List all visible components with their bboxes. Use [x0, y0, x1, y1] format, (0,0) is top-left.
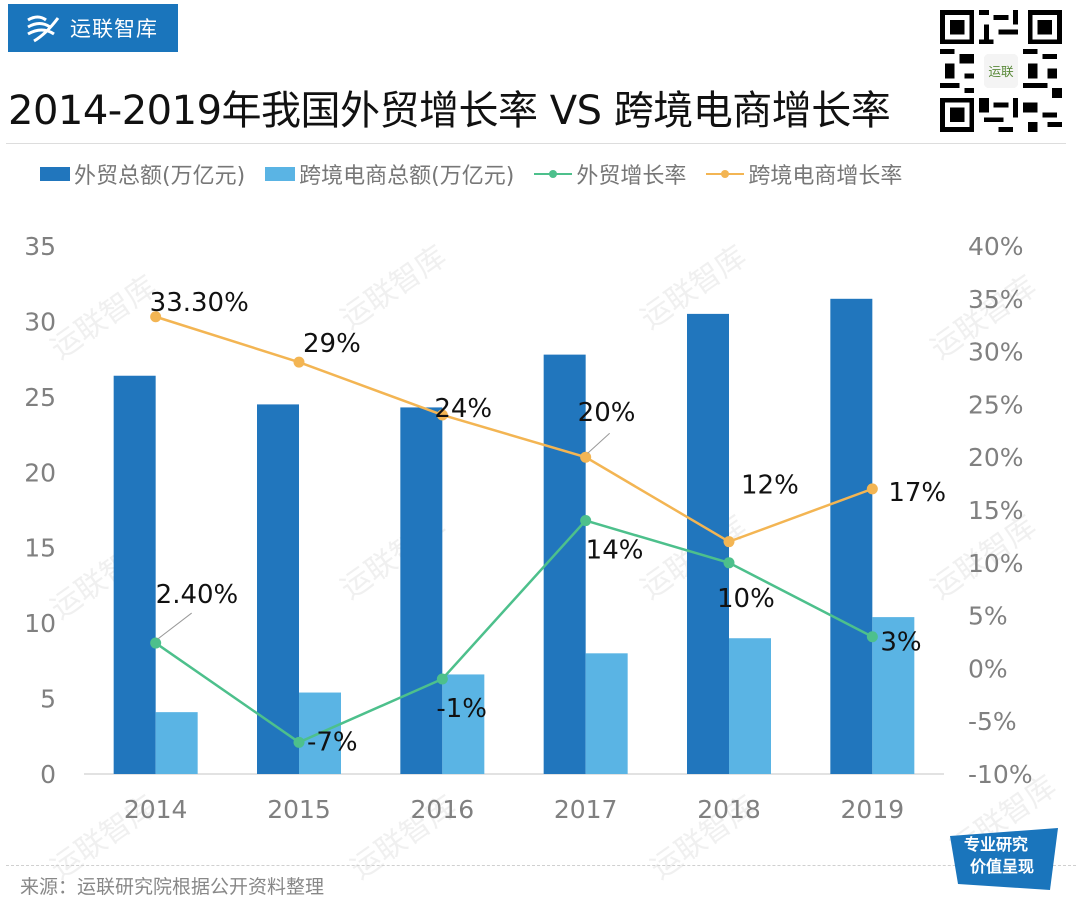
data-label-ecommerce-growth: 12%: [741, 471, 799, 501]
bar-ecommerce-total: [585, 653, 628, 774]
bar-trade-total: [113, 375, 156, 774]
point-trade-growth: [866, 631, 878, 643]
left-axis-tick-label: 10: [24, 609, 56, 638]
left-axis-tick-label: 0: [40, 760, 56, 789]
bar-trade-total: [687, 313, 729, 774]
data-label-trade-growth: 14%: [586, 536, 644, 566]
leader-line: [157, 612, 192, 640]
x-axis-tick-label: 2014: [124, 795, 188, 824]
left-axis-tick-label: 5: [40, 685, 56, 714]
right-axis-tick-label: -10%: [968, 760, 1033, 789]
line-trade-growth: [154, 519, 873, 744]
legend-item-trade-growth: 外贸增长率: [534, 158, 686, 190]
point-trade-growth: [580, 515, 592, 527]
data-label-trade-growth: -7%: [307, 727, 358, 757]
right-axis-tick-label: 10%: [968, 549, 1024, 578]
bar-ecommerce-total: [729, 638, 771, 774]
watermark-text: 运联智库: [335, 239, 453, 336]
legend-line-marker-green: [534, 167, 573, 181]
stamp-line-2: 价值呈现: [970, 857, 1035, 876]
footer-divider: [6, 865, 1076, 866]
data-label-ecommerce-growth: 17%: [888, 478, 946, 508]
data-label-ecommerce-growth: 20%: [578, 398, 636, 428]
chart-legend: 外贸总额(万亿元) 跨境电商总额(万亿元) 外贸增长率 跨境电商增长率: [40, 158, 922, 190]
bar-trade-total: [257, 404, 299, 774]
legend-item-trade-total: 外贸总额(万亿元): [40, 158, 245, 190]
x-axis-tick-label: 2019: [841, 795, 905, 824]
data-label-ecommerce-growth: 29%: [303, 329, 361, 359]
point-ecommerce-growth: [866, 483, 878, 495]
legend-line-marker-orange: [706, 167, 745, 181]
right-axis-tick-label: 20%: [968, 443, 1024, 472]
right-axis-tick-label: 40%: [968, 232, 1024, 261]
legend-item-ecommerce-growth: 跨境电商增长率: [706, 158, 902, 190]
point-ecommerce-growth: [293, 356, 305, 368]
x-axis-tick-label: 2016: [411, 795, 475, 824]
right-axis-tick-label: -5%: [968, 707, 1017, 736]
bar-ecommerce-total: [442, 674, 485, 774]
left-axis-tick-label: 20: [24, 458, 56, 487]
point-ecommerce-growth: [436, 409, 448, 421]
data-label-trade-growth: 2.40%: [156, 580, 239, 610]
line-ecommerce-growth: [155, 315, 873, 544]
left-axis-tick-label: 15: [24, 534, 56, 563]
left-axis-tick-label: 30: [24, 307, 56, 336]
right-axis-tick-label: 5%: [968, 602, 1008, 631]
legend-label: 跨境电商增长率: [748, 164, 903, 189]
slogan-stamp: 专业研究 价值呈现: [950, 828, 1058, 890]
data-label-ecommerce-growth: 33.30%: [150, 288, 249, 318]
data-label-ecommerce-growth: 24%: [434, 394, 492, 424]
point-trade-growth: [723, 557, 735, 569]
stamp-line-1: 专业研究: [964, 835, 1029, 854]
legend-label: 跨境电商总额(万亿元): [299, 164, 515, 189]
left-axis-tick-label: 25: [24, 383, 56, 412]
legend-label: 外贸总额(万亿元): [74, 164, 246, 189]
point-ecommerce-growth: [580, 451, 592, 463]
source-note: 来源：运联研究院根据公开资料整理: [20, 876, 325, 898]
stamp-shape: [950, 828, 1058, 890]
right-axis-tick-label: 35%: [968, 285, 1024, 314]
point-trade-growth: [436, 673, 448, 685]
brand-logo-icon: [27, 15, 60, 43]
qr-center-label: 运联: [988, 64, 1014, 79]
brand-badge: 运联智库: [8, 4, 178, 52]
legend-swatch-light-blue: [265, 167, 296, 181]
data-label-trade-growth: -1%: [436, 694, 487, 724]
bar-trade-total: [400, 407, 443, 774]
legend-item-ecommerce-total: 跨境电商总额(万亿元): [265, 158, 514, 190]
bar-trade-total: [830, 298, 873, 774]
x-axis-tick-label: 2017: [554, 795, 618, 824]
legend-label: 外贸增长率: [576, 164, 687, 189]
data-label-trade-growth: 10%: [717, 584, 775, 614]
x-axis-tick-label: 2018: [697, 795, 761, 824]
point-trade-growth: [293, 736, 305, 748]
point-ecommerce-growth: [150, 311, 162, 323]
legend-swatch-dark-blue: [40, 167, 70, 181]
right-axis-tick-label: 15%: [968, 496, 1024, 525]
chart-title: 2014-2019年我国外贸增长率 VS 跨境电商增长率: [8, 88, 891, 134]
brand-name: 运联智库: [70, 17, 158, 41]
qr-code-icon: 运联: [940, 10, 1062, 132]
left-axis-tick-label: 35: [24, 232, 56, 261]
data-label-trade-growth: 3%: [880, 628, 921, 658]
right-axis-tick-label: 25%: [968, 390, 1024, 419]
bar-ecommerce-total: [155, 712, 198, 774]
right-axis-tick-label: 30%: [968, 338, 1024, 367]
x-axis-tick-label: 2015: [267, 795, 331, 824]
title-divider: [6, 143, 1066, 144]
bar-trade-total: [543, 354, 586, 774]
point-ecommerce-growth: [723, 536, 735, 548]
right-axis-tick-label: 0%: [968, 654, 1008, 683]
watermark-text: 运联智库: [45, 269, 163, 366]
point-trade-growth: [150, 637, 162, 649]
leader-line: [587, 432, 611, 454]
bar-ecommerce-total: [872, 617, 915, 774]
